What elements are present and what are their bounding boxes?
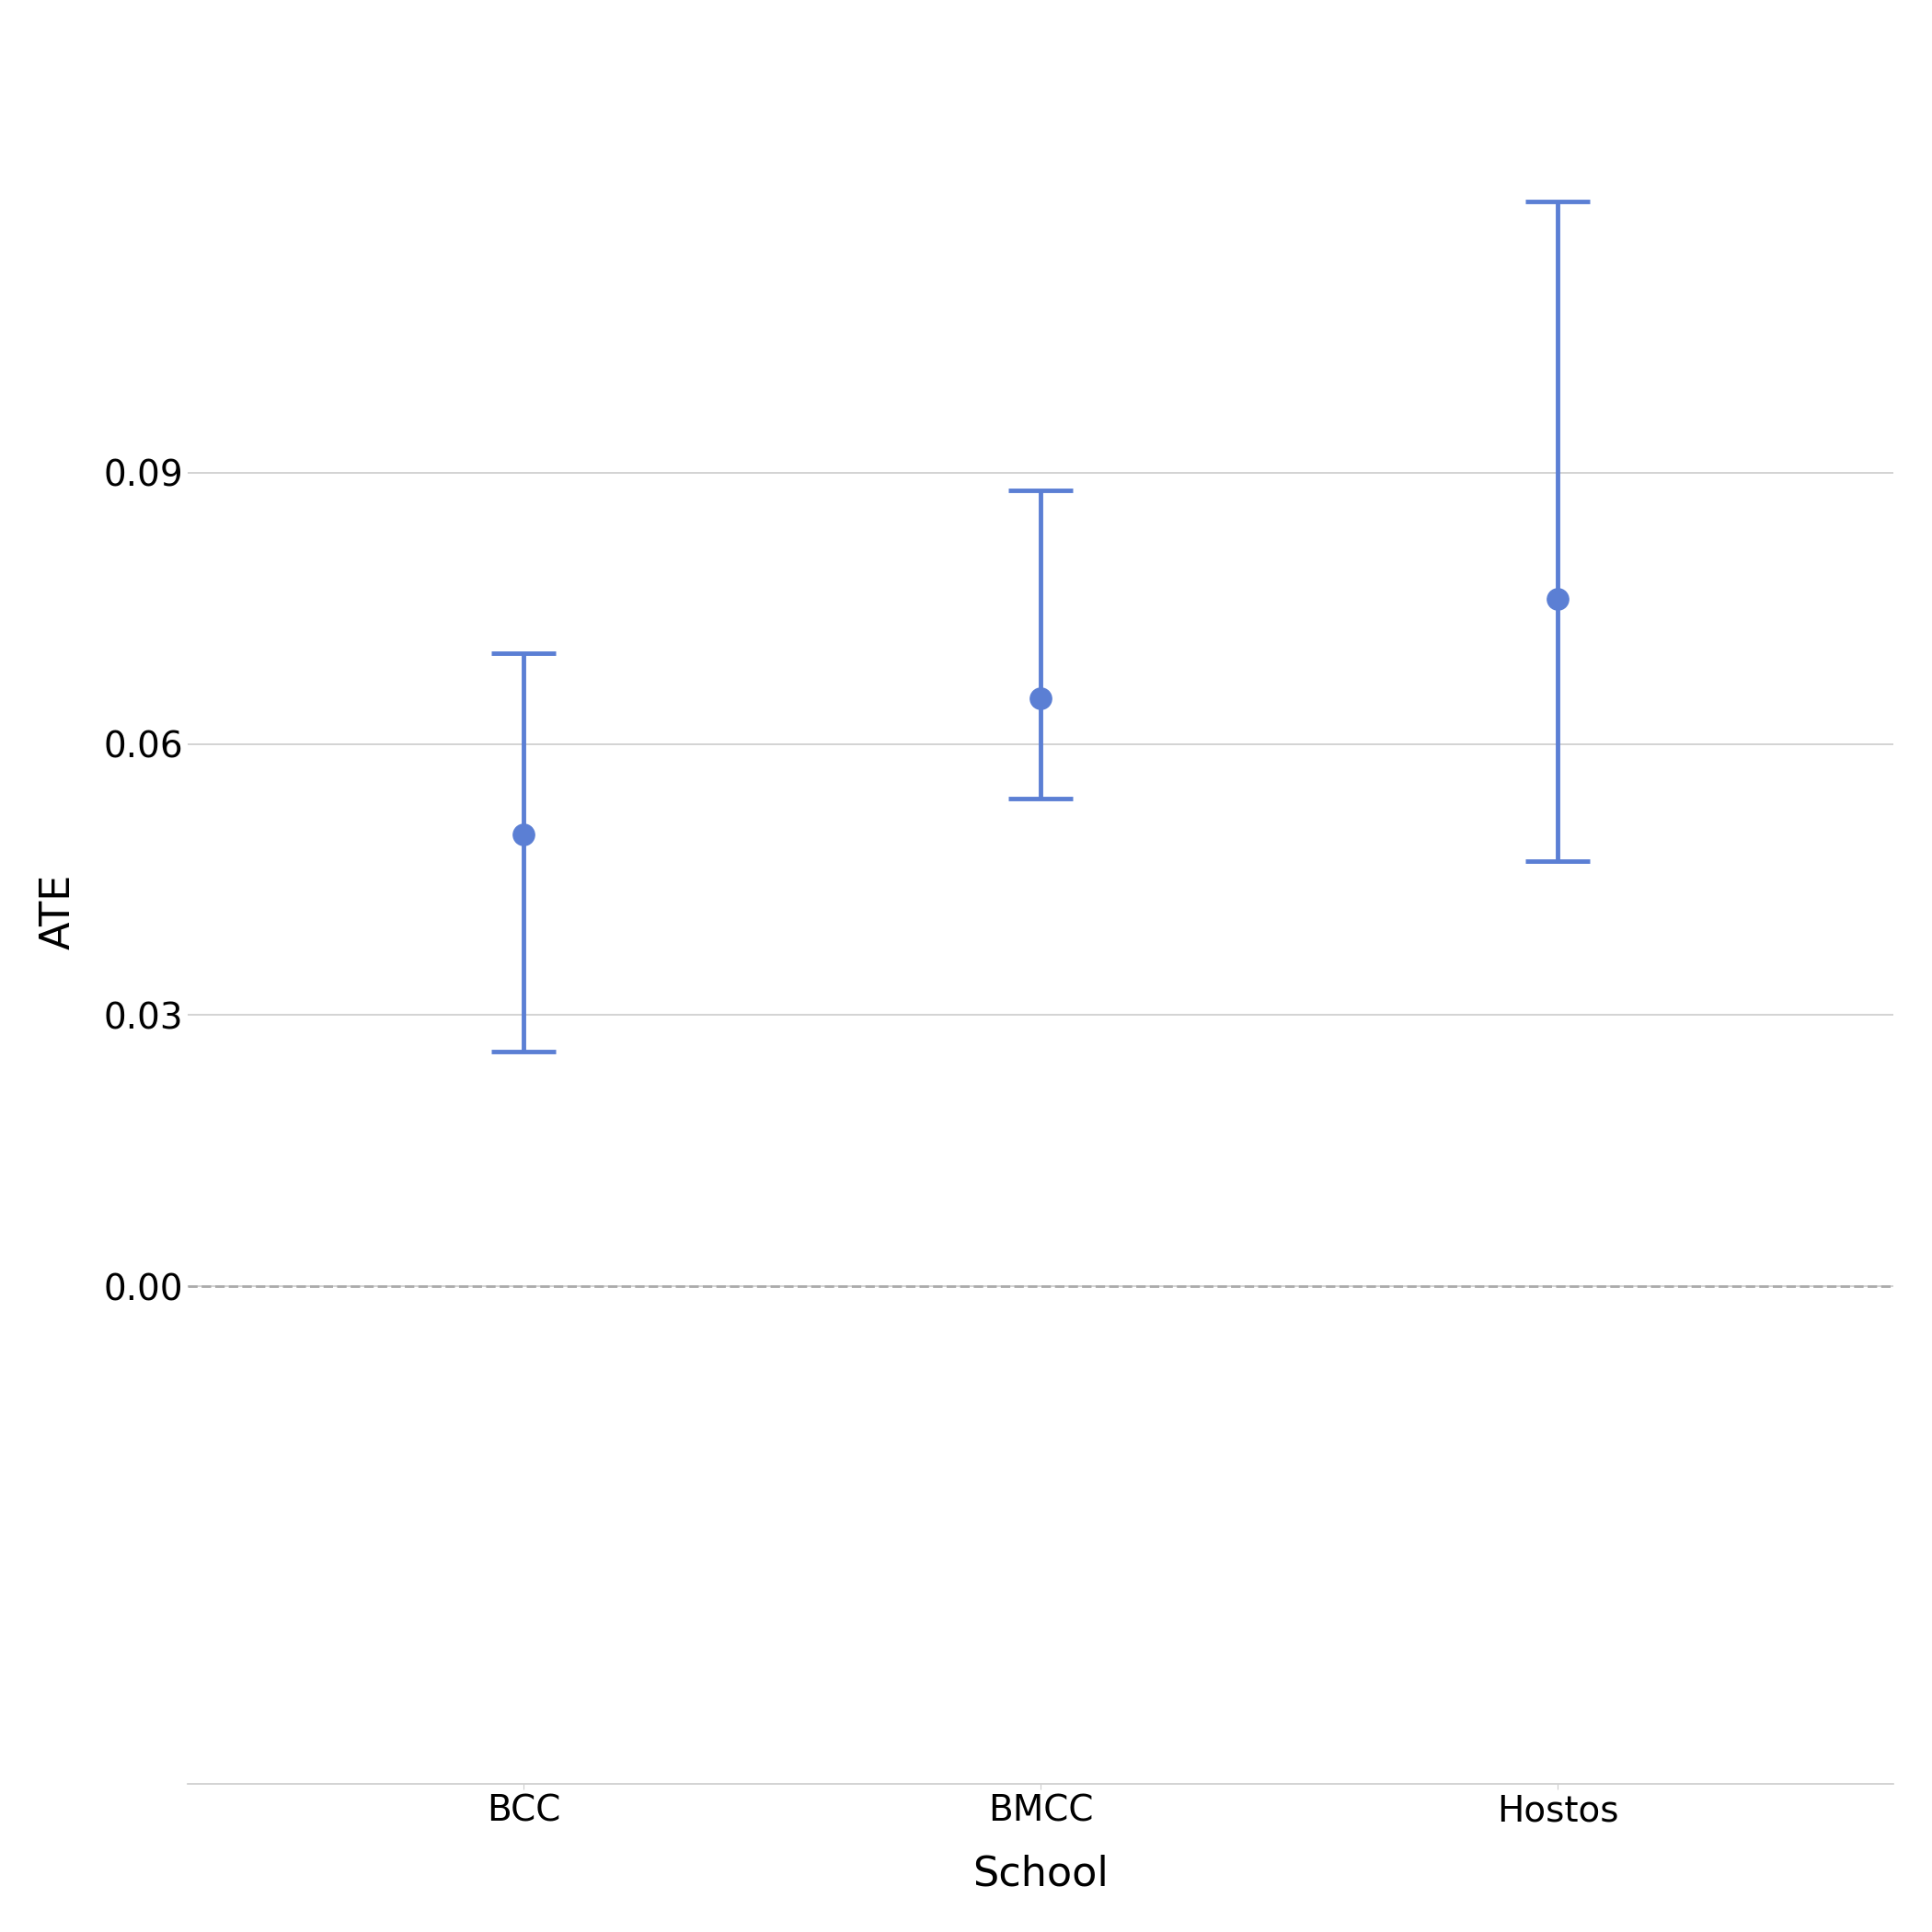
Point — [1542, 583, 1573, 614]
X-axis label: School: School — [972, 1855, 1109, 1893]
Point — [508, 819, 539, 850]
Point — [1026, 684, 1057, 715]
Y-axis label: ATE: ATE — [39, 873, 77, 949]
